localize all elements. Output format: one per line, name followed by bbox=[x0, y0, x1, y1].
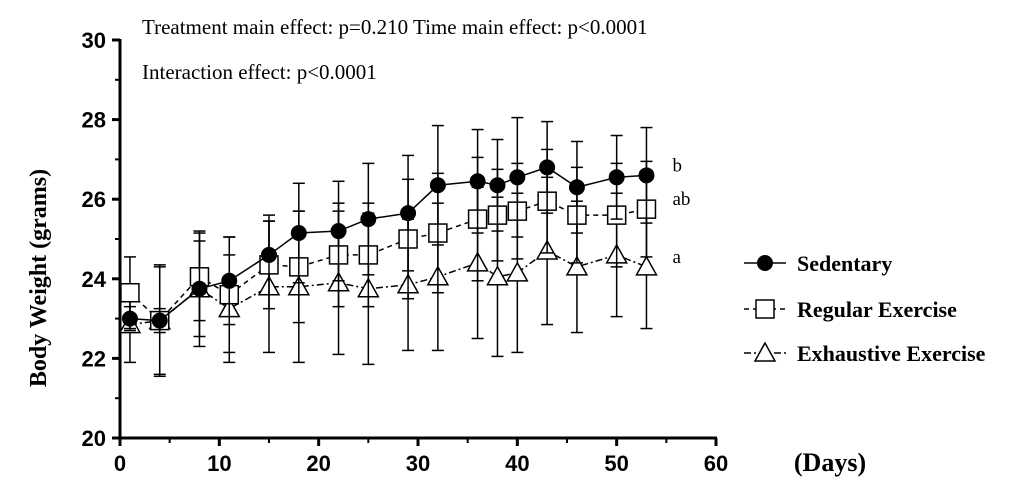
data-point bbox=[506, 261, 529, 282]
y-tick-label: 30 bbox=[82, 28, 106, 53]
x-tick-label: 30 bbox=[406, 451, 430, 476]
data-point bbox=[330, 223, 347, 240]
significance-label: b bbox=[672, 155, 682, 176]
x-tick-label: 20 bbox=[306, 451, 330, 476]
data-point bbox=[489, 177, 506, 194]
legend-item-exhaustive-exercise: Exhaustive Exercise bbox=[744, 341, 986, 366]
x-tick-label: 50 bbox=[604, 451, 628, 476]
legend-label: Exhaustive Exercise bbox=[797, 341, 986, 366]
significance-label: a bbox=[672, 247, 681, 268]
legend: Sedentary Regular Exercise Exhaustive Exer… bbox=[744, 251, 986, 366]
y-tick-label: 28 bbox=[82, 108, 106, 133]
data-point bbox=[121, 310, 138, 327]
data-point bbox=[486, 265, 509, 286]
legend-label: Regular Exercise bbox=[797, 297, 957, 322]
series-line bbox=[129, 166, 647, 322]
x-tick-label: 0 bbox=[114, 451, 126, 476]
axes: 0 10 20 30 40 50 60 20 22 24 26 28 30 bbox=[82, 28, 729, 476]
data-point bbox=[290, 225, 307, 242]
data-point bbox=[509, 169, 526, 186]
annotation-line-1: Treatment main effect: p=0.210 Time main… bbox=[142, 15, 648, 39]
y-tick-label: 26 bbox=[82, 187, 106, 212]
data-point bbox=[191, 280, 208, 297]
data-point bbox=[151, 312, 168, 329]
data-point bbox=[429, 177, 446, 194]
data-point bbox=[539, 159, 556, 176]
data-point bbox=[400, 205, 417, 222]
data-point bbox=[469, 173, 486, 190]
x-tick-label: 10 bbox=[207, 451, 231, 476]
data-point bbox=[635, 255, 658, 276]
x-axis-label: (Days) bbox=[794, 448, 866, 477]
plot-area: a ab b bbox=[118, 116, 690, 378]
annotation-line-2: Interaction effect: p<0.0001 bbox=[142, 60, 377, 84]
data-point bbox=[360, 211, 377, 228]
y-tick-label: 24 bbox=[82, 267, 107, 292]
legend-item-sedentary: Sedentary bbox=[744, 251, 892, 276]
x-tick-label: 60 bbox=[704, 451, 728, 476]
data-point bbox=[261, 246, 277, 263]
y-tick-label: 22 bbox=[82, 346, 106, 371]
y-axis-label: Body Weight (grams) bbox=[26, 169, 52, 387]
y-tick-label: 20 bbox=[82, 426, 106, 451]
series-line bbox=[129, 250, 647, 326]
data-point bbox=[120, 282, 140, 303]
data-point bbox=[565, 255, 589, 276]
data-point bbox=[568, 179, 585, 196]
legend-marker bbox=[757, 255, 773, 271]
data-point bbox=[608, 169, 625, 186]
series-regular-exercise: ab bbox=[120, 148, 690, 378]
data-point bbox=[221, 272, 238, 289]
legend-label: Sedentary bbox=[797, 251, 892, 276]
significance-label: ab bbox=[672, 189, 690, 210]
legend-item-regular-exercise: Regular Exercise bbox=[744, 297, 957, 322]
x-tick-label: 40 bbox=[505, 451, 529, 476]
series-sedentary: b bbox=[121, 116, 682, 338]
legend-marker bbox=[755, 299, 775, 319]
data-point bbox=[638, 167, 655, 184]
legend-marker bbox=[753, 341, 777, 362]
